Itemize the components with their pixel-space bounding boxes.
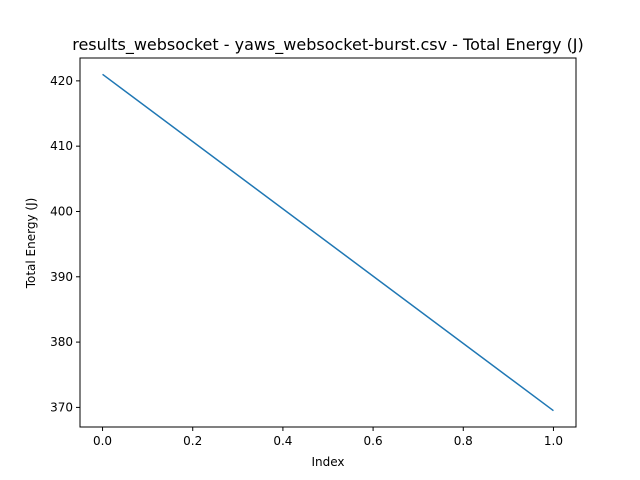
y-axis-label: Total Energy (J) [24, 198, 38, 290]
x-tick-label: 0.6 [364, 434, 383, 448]
y-tick-label: 420 [50, 74, 73, 88]
x-tick-label: 0.8 [454, 434, 473, 448]
series-layer [102, 73, 554, 412]
x-tick-label: 0.0 [93, 434, 112, 448]
x-axis-label: Index [311, 455, 344, 469]
y-tick-label: 390 [50, 270, 73, 284]
x-tick-label: 0.2 [183, 434, 202, 448]
axes-area [79, 57, 577, 428]
chart-title: results_websocket - yaws_websocket-burst… [72, 35, 584, 55]
y-tick-label: 400 [50, 204, 73, 218]
series-line [102, 73, 554, 412]
y-tick-label: 380 [50, 335, 73, 349]
y-tick-label: 370 [50, 400, 73, 414]
x-axis-ticks: 0.0 0.2 0.4 0.6 0.8 1.0 [93, 427, 563, 448]
plot-frame [79, 57, 577, 428]
x-tick-label: 1.0 [544, 434, 563, 448]
y-axis-ticks: 370 380 390 400 410 420 [50, 74, 80, 414]
x-tick-label: 0.4 [273, 434, 292, 448]
y-tick-label: 410 [50, 139, 73, 153]
